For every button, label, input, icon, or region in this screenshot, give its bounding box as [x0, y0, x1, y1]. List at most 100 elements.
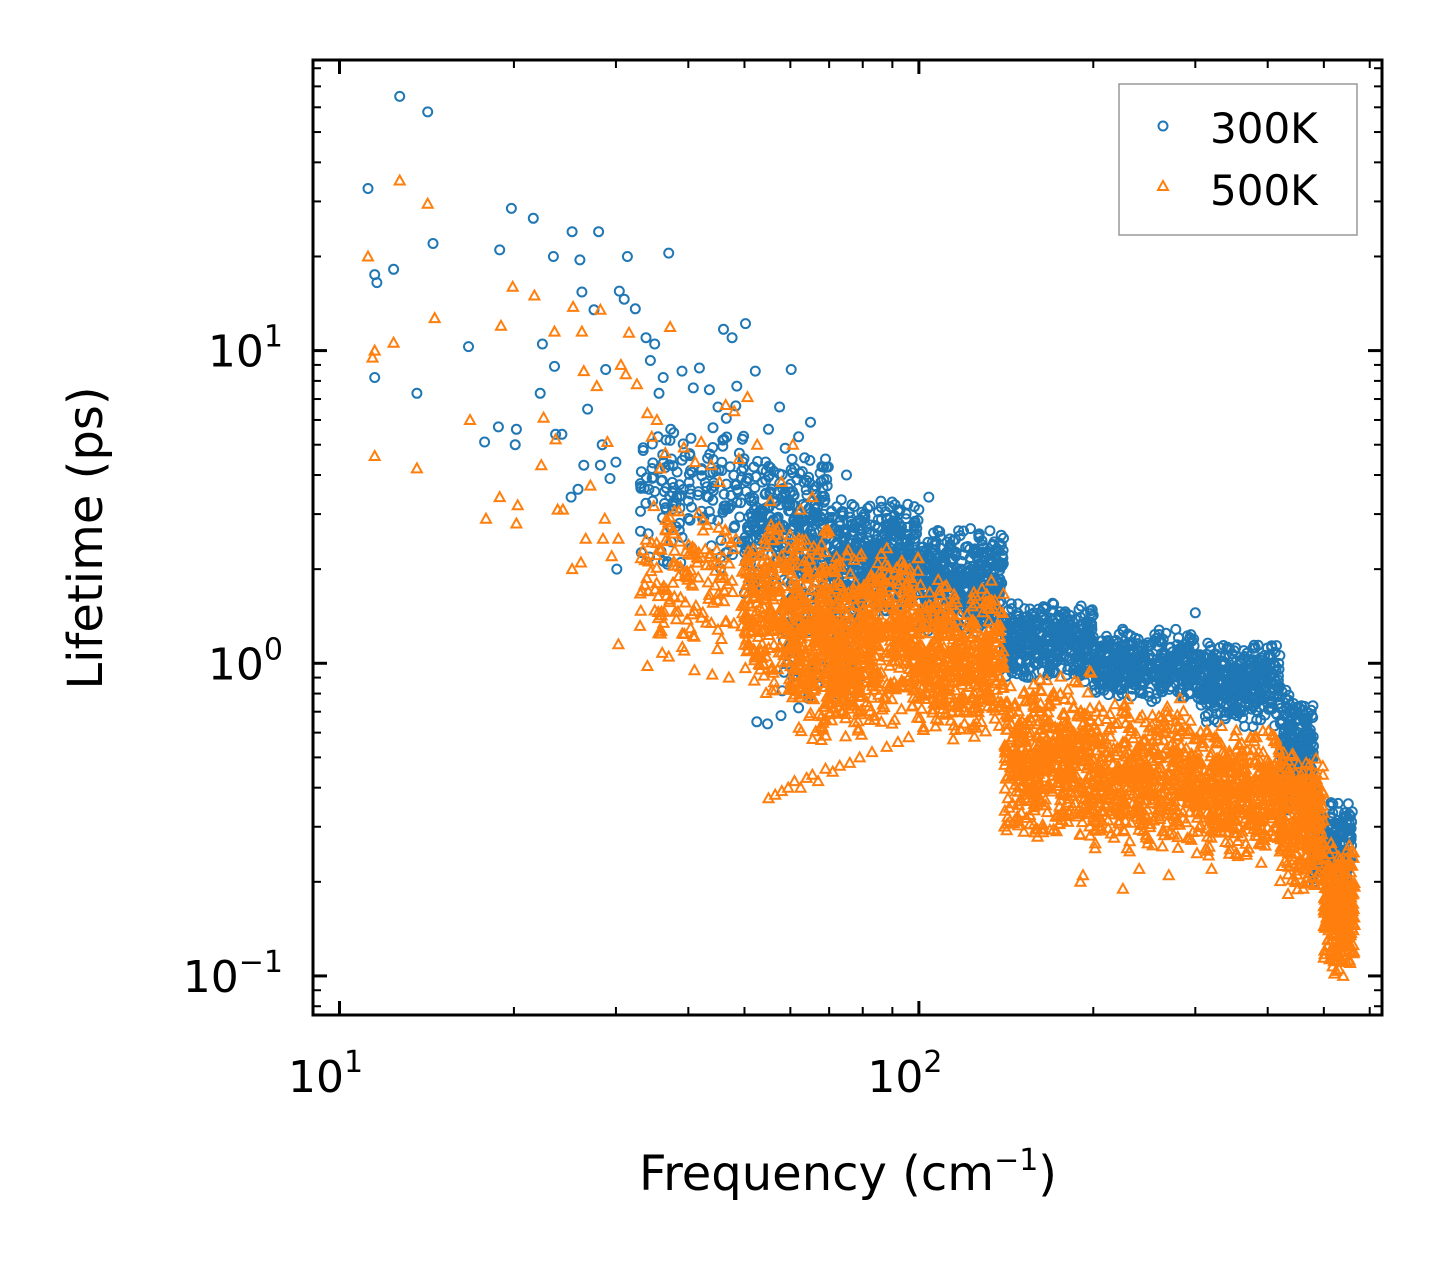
data-point-300k: [640, 332, 652, 344]
data-point-300k: [556, 428, 568, 440]
data-point-300k: [649, 486, 661, 497]
data-point-300k: [717, 434, 729, 446]
data-point-300k: [621, 251, 633, 262]
data-point-300k: [749, 523, 761, 535]
data-point-300k: [369, 372, 381, 383]
data-point-300k: [653, 387, 665, 399]
data-point-300k: [859, 536, 871, 548]
data-point-300k: [657, 372, 669, 383]
data-point-300k: [686, 466, 698, 478]
data-point-300k: [820, 461, 832, 473]
data-point-300k: [720, 412, 732, 424]
data-point-300k: [779, 490, 791, 501]
data-point-300k: [728, 469, 740, 481]
data-point-300k: [923, 491, 935, 503]
data-point-300k: [762, 718, 773, 730]
data-point-300k: [735, 497, 747, 509]
data-point-300k: [748, 492, 760, 504]
data-point-300k: [572, 483, 584, 495]
data-point-300k: [640, 497, 652, 509]
data-point-300k: [774, 401, 786, 413]
data-point-300k: [853, 538, 865, 550]
data-point-300k: [676, 365, 688, 377]
data-point-300k: [685, 432, 697, 444]
data-point-300k: [427, 238, 439, 249]
data-point-300k: [646, 472, 658, 484]
data-point-300k: [810, 481, 822, 492]
data-point-300k: [731, 479, 743, 491]
data-point-300k: [726, 332, 738, 344]
data-point-300k: [875, 501, 887, 513]
data-point-300k: [849, 522, 861, 534]
data-point-300k: [492, 421, 504, 433]
data-point-300k: [843, 506, 855, 518]
data-point-300k: [637, 442, 649, 454]
data-point-300k: [908, 521, 920, 533]
data-point-300k: [717, 440, 729, 452]
data-point-300k: [683, 513, 694, 524]
data-point-300k: [677, 438, 689, 450]
data-point-300k: [841, 469, 852, 481]
data-point-300k: [737, 456, 749, 468]
data-point-300k: [760, 487, 772, 499]
data-point-300k: [667, 460, 679, 472]
data-point-300k: [878, 527, 890, 539]
data-point-300k: [549, 360, 560, 372]
data-point-300k: [574, 254, 586, 266]
data-point-300k: [371, 277, 383, 289]
data-point-300k: [864, 500, 876, 512]
data-point-300k: [703, 506, 715, 517]
data-point-300k: [819, 494, 831, 506]
data-point-300k: [666, 476, 678, 488]
data-point-300k: [684, 514, 696, 526]
data-point-300k: [604, 473, 616, 484]
data-point-300k: [773, 468, 785, 480]
data-point-300k: [793, 702, 805, 714]
data-point-300k: [723, 502, 735, 514]
data-point-300k: [578, 459, 590, 471]
data-point-300k: [825, 505, 837, 517]
data-point-300k: [593, 226, 605, 238]
data-point-300k: [707, 485, 719, 497]
data-point-300k: [731, 380, 743, 392]
data-point-300k: [707, 422, 719, 434]
data-point-300k: [479, 436, 491, 448]
data-point-300k: [646, 438, 658, 450]
data-point-300k: [809, 503, 821, 515]
data-point-300k: [647, 457, 659, 469]
data-point-300k: [869, 520, 881, 531]
data-point-300k: [674, 517, 685, 529]
data-point-300k: [509, 439, 521, 451]
data-point-300k: [394, 90, 406, 102]
data-point-300k: [799, 452, 811, 464]
data-point-300k: [901, 535, 913, 547]
data-point-300k: [664, 490, 676, 502]
data-point-300k: [707, 442, 719, 453]
data-point-300k: [838, 534, 850, 546]
data-point-300k: [718, 323, 729, 335]
data-point-300k: [784, 499, 796, 510]
data-point-300k: [763, 471, 774, 483]
data-point-300k: [641, 472, 652, 484]
data-point-300k: [708, 477, 720, 489]
data-point-300k: [683, 476, 695, 488]
data-point-300k: [804, 454, 816, 466]
data-point-300k: [686, 501, 697, 513]
data-point-300k: [817, 482, 829, 494]
data-point-300k: [911, 528, 922, 540]
data-point-300k: [883, 520, 895, 531]
data-point-300k: [718, 488, 730, 500]
data-point-300k: [893, 504, 905, 516]
data-point-300k: [703, 384, 715, 396]
data-point-300k: [792, 518, 804, 530]
data-point-300k: [882, 512, 894, 524]
data-point-300k: [649, 338, 661, 350]
data-point-300k: [388, 263, 400, 275]
data-point-300k: [684, 448, 696, 460]
data-point-300k: [731, 496, 743, 508]
data-point-300k: [902, 498, 914, 510]
data-point-300k: [802, 514, 814, 526]
data-point-300k: [635, 481, 647, 492]
data-point-300k: [785, 364, 797, 375]
